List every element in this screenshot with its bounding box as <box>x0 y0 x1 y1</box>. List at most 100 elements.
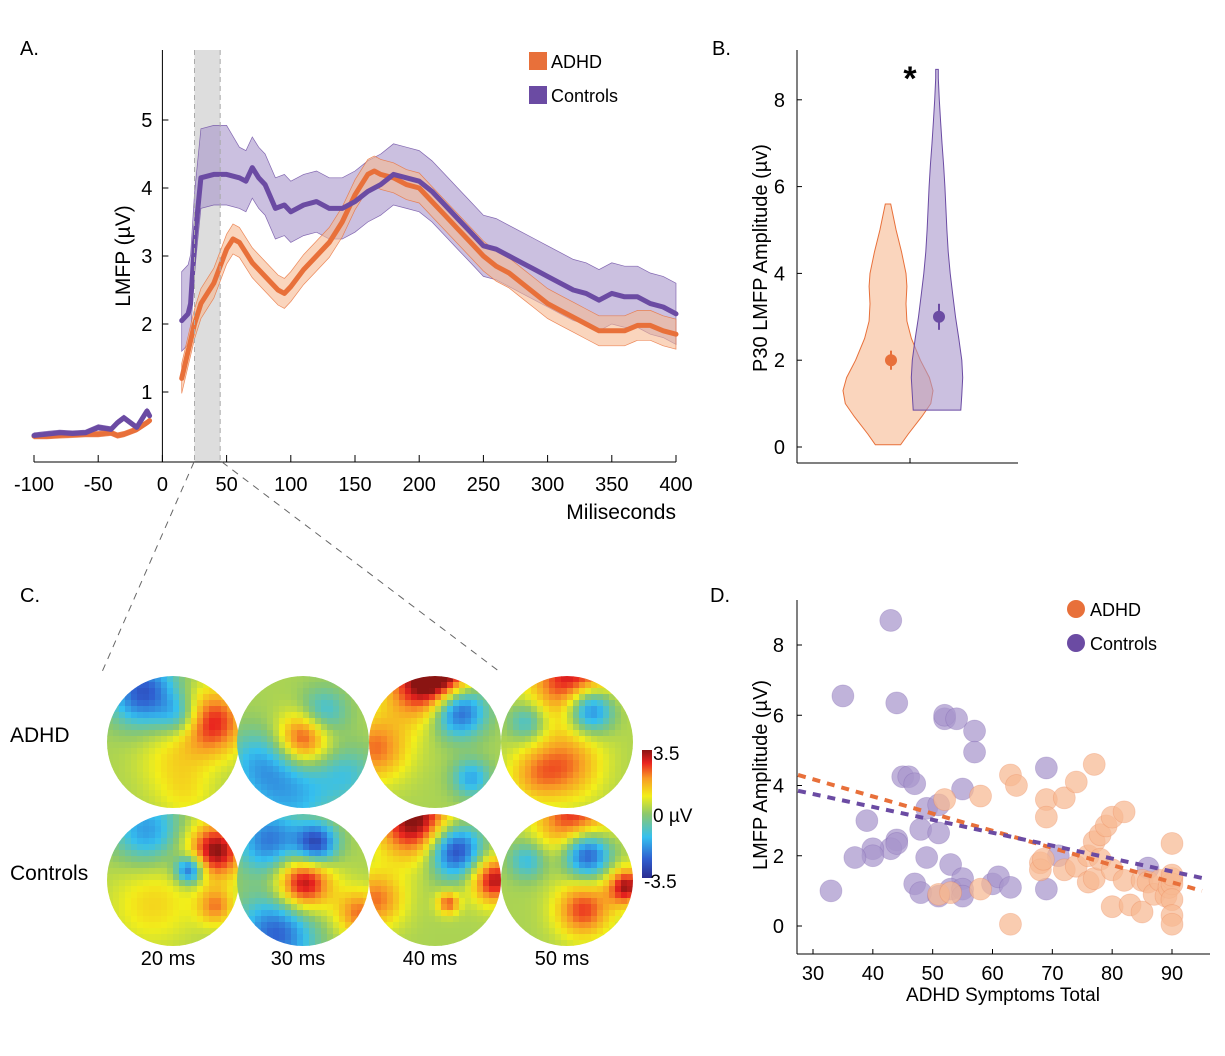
significance-asterisk: * <box>903 60 917 98</box>
x-tick-label: -100 <box>14 474 54 496</box>
row-label-adhd: ADHD <box>10 724 70 747</box>
y-tick-label: 3 <box>141 246 152 268</box>
y-tick-label: 5 <box>141 110 152 132</box>
legend-label-controls: Controls <box>1090 634 1157 654</box>
panel-d-label: D. <box>710 585 730 607</box>
y-tick-label: 2 <box>141 314 152 336</box>
mean-marker-controls <box>933 310 945 323</box>
scatter-point-controls <box>999 875 1022 899</box>
scatter-point-adhd <box>1130 900 1154 924</box>
x-tick-label: 30 <box>802 963 824 985</box>
y-tick-label: 1 <box>141 382 152 404</box>
scatter-point-adhd <box>1064 770 1088 794</box>
series-line-controls <box>31 408 153 438</box>
y-tick-label: 8 <box>774 90 785 112</box>
scatter-point-adhd <box>939 881 963 905</box>
scatter-point-adhd <box>1160 912 1184 936</box>
scatter-point-controls <box>945 707 968 731</box>
x-tick-label: 100 <box>274 474 307 496</box>
scatter-point-adhd <box>1160 832 1184 855</box>
x-tick-label: 300 <box>531 474 564 496</box>
legend-marker-controls <box>1067 634 1085 652</box>
x-tick-label: 40 <box>862 963 884 985</box>
series-line-controls <box>179 165 679 324</box>
x-tick-label: 50 <box>215 474 237 496</box>
scatter-point-adhd <box>1034 805 1058 829</box>
x-tick-label: 90 <box>1161 963 1183 985</box>
confidence-band-adhd <box>181 155 677 394</box>
topomap-controls-20ms <box>107 814 239 946</box>
x-tick-label: 70 <box>1041 963 1063 985</box>
scatter-point-adhd <box>1031 847 1055 871</box>
colorbar-mid-label: 0 µV <box>653 806 693 827</box>
x-tick-label: 80 <box>1101 963 1123 985</box>
colorbar-min-label: -3.5 <box>644 872 677 893</box>
column-label-40ms: 40 ms <box>403 948 457 970</box>
scatter-point-controls <box>855 809 879 833</box>
x-tick-label: 0 <box>157 474 168 496</box>
scatter-point-controls <box>903 772 927 796</box>
legend-label-controls: Controls <box>551 86 618 106</box>
scatter-point-adhd <box>1082 753 1106 776</box>
y-tick-label: 4 <box>774 263 785 285</box>
legend-label-adhd: ADHD <box>1090 600 1141 620</box>
scatter-point-adhd <box>1112 800 1136 824</box>
legend-swatch-controls <box>529 86 547 104</box>
topomap-controls-30ms <box>237 814 369 946</box>
topomap-adhd-30ms <box>237 676 369 808</box>
panel-d-scatter-chart: D. 30 40 50 60 70 80 90 0 2 4 6 8 ADHD Symptoms To… <box>710 585 1210 1006</box>
fit-line-controls <box>797 788 1206 881</box>
p30-window-highlight <box>194 50 221 462</box>
colorbar: 3.5 0 µV -3.5 <box>642 744 693 893</box>
legend-marker-adhd <box>1067 600 1085 618</box>
y-tick-label: 2 <box>774 350 785 372</box>
legend: ADHD Controls <box>529 52 618 106</box>
x-tick-label: 50 <box>922 963 944 985</box>
scatter-point-controls <box>915 846 939 869</box>
x-tick-label: 150 <box>338 474 371 496</box>
y-tick-label: 4 <box>141 178 152 200</box>
scatter-point-adhd <box>933 788 957 811</box>
row-label-controls: Controls <box>10 862 88 885</box>
scatter-point-controls <box>963 719 986 743</box>
legend-swatch-adhd <box>529 52 547 70</box>
scatter-point-controls <box>1034 877 1058 901</box>
violin-controls <box>910 68 964 411</box>
panel-c-label: C. <box>20 585 40 607</box>
y-tick-label: 6 <box>774 177 785 199</box>
x-tick-label: -50 <box>84 474 113 496</box>
panel-b-violin-chart: B. 0 2 4 6 8 P30 LMFP Amplitude (µv) * <box>712 38 1018 464</box>
series-line-adhd <box>179 168 679 381</box>
panel-a-label: A. <box>20 38 39 60</box>
y-axis-label: P30 LMFP Amplitude (µv) <box>750 144 772 372</box>
zoom-guide-right <box>221 461 501 673</box>
scatter-point-controls <box>879 609 903 632</box>
scatter-point-controls <box>885 691 909 715</box>
topomap-controls-50ms <box>501 814 633 946</box>
y-tick-label: 8 <box>773 635 784 657</box>
scatter-point-controls <box>819 879 843 903</box>
x-tick-label: 250 <box>467 474 500 496</box>
y-tick-label: 4 <box>773 776 784 798</box>
fit-line-adhd <box>797 773 1203 893</box>
column-label-20ms: 20 ms <box>141 948 195 970</box>
y-tick-label: 2 <box>773 846 784 868</box>
topomap-adhd-50ms <box>501 676 633 808</box>
column-label-30ms: 30 ms <box>271 948 325 970</box>
panel-c-topography: C. ADHD Controls 20 ms 30 ms 40 ms 50 ms 3.… <box>10 585 693 970</box>
colorbar-gradient <box>642 750 652 878</box>
y-tick-label: 6 <box>773 705 784 727</box>
x-tick-label: 400 <box>659 474 692 496</box>
topomap-adhd-40ms <box>369 676 501 808</box>
x-axis-label: ADHD Symptoms Total <box>906 985 1100 1006</box>
scatter-point-controls <box>927 821 951 845</box>
y-tick-label: 0 <box>773 916 784 938</box>
panel-a-line-chart: A. -100 -50 0 50 100 150 200 250 300 350 400 1 2 3 4 5… <box>14 38 693 673</box>
y-axis-label: LMFP (µV) <box>112 205 135 307</box>
scatter-point-controls <box>963 740 986 764</box>
colorbar-max-label: 3.5 <box>653 744 679 765</box>
scatter-point-controls <box>843 846 867 869</box>
panel-b-label: B. <box>712 38 731 60</box>
x-tick-label: 350 <box>595 474 628 496</box>
